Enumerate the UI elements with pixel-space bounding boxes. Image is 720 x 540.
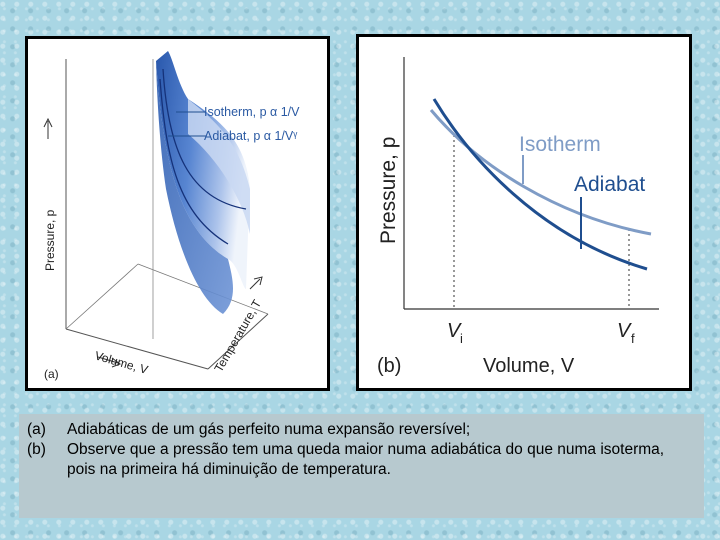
pv-surface-top [156, 51, 250, 289]
legend-adiabat: Adiabat, p α 1/Vᵞ [204, 129, 298, 143]
pv-diagram-svg: Isotherm Adiabat Pressure, p V i V f (b)… [377, 57, 659, 377]
surface-diagram-svg: Isotherm, p α 1/V Adiabat, p α 1/Vᵞ Pres… [43, 51, 300, 381]
isotherm-curve [429, 109, 652, 236]
caption-a-text: Adiabáticas de um gás perfeito numa expa… [67, 421, 471, 438]
volume-arrow-icon [97, 356, 122, 368]
panel-a-label: (a) [44, 367, 59, 381]
x-axis-label: Volume, V [483, 355, 575, 377]
adiabat-curve-3d [159, 78, 229, 245]
temperature-axis-line [207, 313, 269, 370]
temperature-arrow-icon [249, 276, 263, 290]
pv-surface-right [188, 99, 250, 234]
panel-a-3d-diagram: Isotherm, p α 1/V Adiabat, p α 1/Vᵞ Pres… [25, 36, 330, 391]
volume-axis-line [65, 328, 209, 370]
vi-subscript: i [460, 331, 463, 346]
adiabat-curve [432, 98, 648, 271]
pv-surface-front [156, 61, 233, 314]
vf-subscript: f [631, 331, 635, 346]
adiabat-label: Adiabat [574, 173, 645, 196]
panel-b-label: (b) [377, 355, 401, 377]
caption-line-b: (b) Observe que a pressão tem uma queda … [27, 440, 696, 480]
y-axis-label: Pressure, p [377, 137, 400, 244]
vf-label: V [617, 320, 632, 342]
caption-box: (a) Adiabáticas de um gás perfeito numa … [19, 414, 704, 518]
axis-pressure-label: Pressure, p [43, 209, 57, 271]
isotherm-curve-3d [162, 68, 247, 210]
isotherm-label: Isotherm [519, 133, 601, 156]
vi-label: V [447, 320, 462, 342]
axis-volume-label: Volume, V [93, 348, 149, 377]
back-base-line [65, 263, 139, 330]
legend-isotherm: Isotherm, p α 1/V [204, 105, 300, 119]
caption-b-text: Observe que a pressão tem uma queda maio… [67, 441, 665, 478]
pressure-arrow-icon [43, 117, 53, 139]
panel-b-pv-diagram: Isotherm Adiabat Pressure, p V i V f (b)… [356, 34, 692, 391]
caption-line-a: (a) Adiabáticas de um gás perfeito numa … [27, 420, 696, 440]
caption-b-letter: (b) [27, 441, 46, 458]
caption-a-letter: (a) [27, 421, 46, 438]
